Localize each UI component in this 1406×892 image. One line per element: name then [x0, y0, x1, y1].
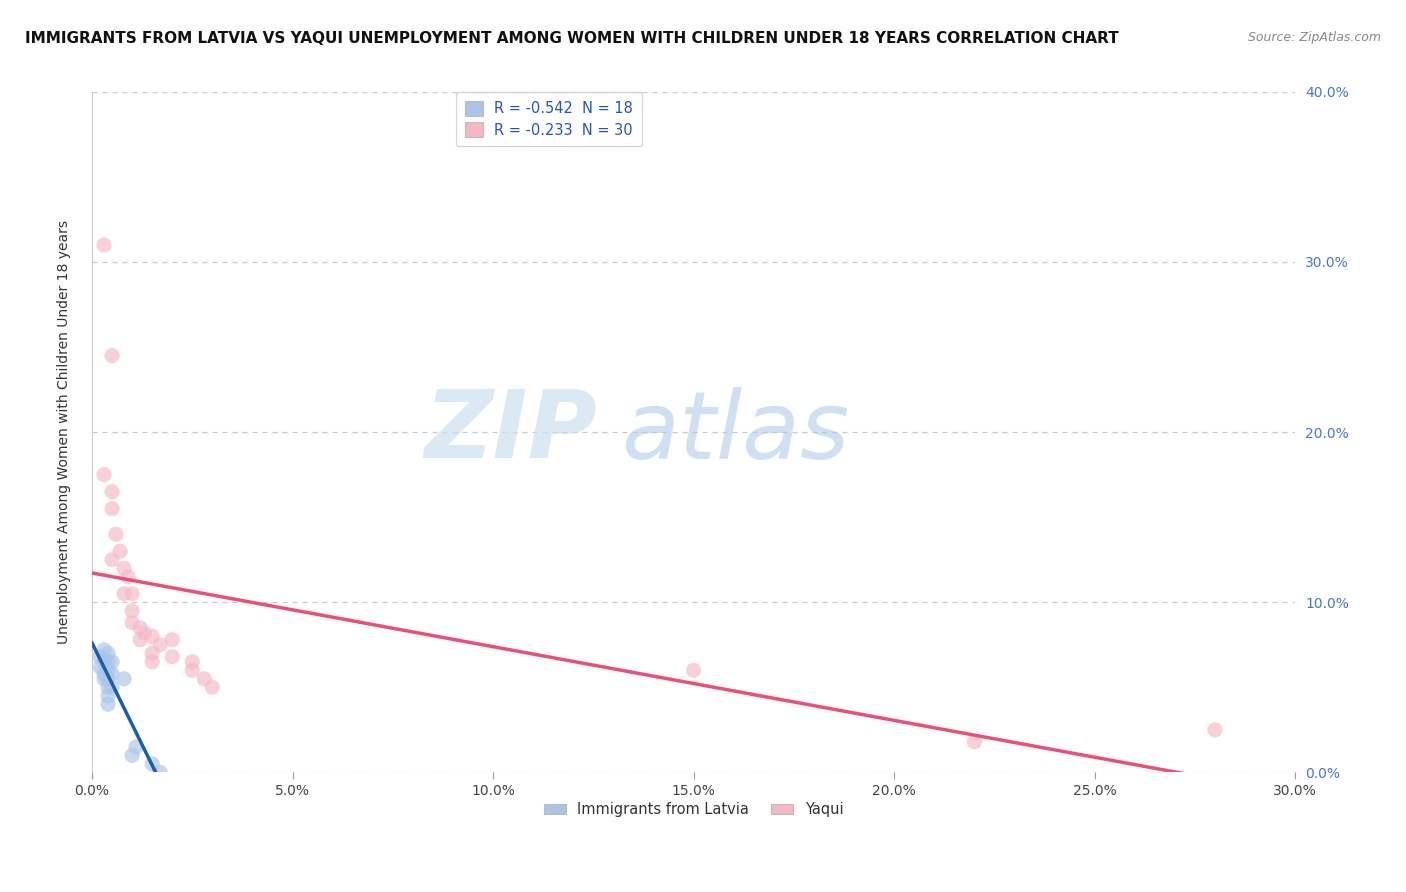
Point — [160, 649, 183, 664]
Point — [101, 552, 124, 566]
Point — [97, 681, 120, 695]
Point — [121, 604, 143, 618]
Point — [93, 672, 115, 686]
Point — [149, 765, 172, 780]
Text: atlas: atlas — [621, 386, 849, 477]
Point — [93, 238, 115, 252]
Point — [97, 689, 120, 703]
Point — [121, 615, 143, 630]
Point — [121, 587, 143, 601]
Point — [149, 638, 172, 652]
Point — [101, 501, 124, 516]
Point — [93, 666, 115, 681]
Point — [112, 561, 135, 575]
Point — [112, 672, 135, 686]
Point — [141, 756, 163, 771]
Point — [201, 681, 224, 695]
Point — [112, 587, 135, 601]
Point — [1204, 723, 1226, 737]
Point — [93, 467, 115, 482]
Point — [121, 748, 143, 763]
Point — [97, 698, 120, 712]
Point — [160, 632, 183, 647]
Point — [93, 655, 115, 669]
Point — [129, 632, 152, 647]
Text: ZIP: ZIP — [425, 386, 598, 478]
Point — [101, 681, 124, 695]
Point — [181, 663, 204, 677]
Point — [89, 660, 111, 674]
Text: IMMIGRANTS FROM LATVIA VS YAQUI UNEMPLOYMENT AMONG WOMEN WITH CHILDREN UNDER 18 : IMMIGRANTS FROM LATVIA VS YAQUI UNEMPLOY… — [25, 31, 1119, 46]
Point — [117, 570, 139, 584]
Point — [101, 655, 124, 669]
Point — [141, 655, 163, 669]
Point — [105, 527, 128, 541]
Legend: Immigrants from Latvia, Yaqui: Immigrants from Latvia, Yaqui — [538, 797, 849, 823]
Point — [97, 655, 120, 669]
Point — [193, 672, 215, 686]
Point — [134, 626, 156, 640]
Point — [129, 621, 152, 635]
Point — [101, 666, 124, 681]
Point — [97, 646, 120, 660]
Point — [181, 655, 204, 669]
Point — [125, 739, 148, 754]
Point — [89, 649, 111, 664]
Point — [97, 663, 120, 677]
Point — [108, 544, 131, 558]
Point — [101, 349, 124, 363]
Point — [682, 663, 704, 677]
Point — [141, 629, 163, 643]
Point — [93, 643, 115, 657]
Point — [141, 646, 163, 660]
Text: Source: ZipAtlas.com: Source: ZipAtlas.com — [1247, 31, 1381, 45]
Y-axis label: Unemployment Among Women with Children Under 18 years: Unemployment Among Women with Children U… — [58, 220, 72, 644]
Point — [97, 672, 120, 686]
Point — [101, 484, 124, 499]
Point — [963, 735, 986, 749]
